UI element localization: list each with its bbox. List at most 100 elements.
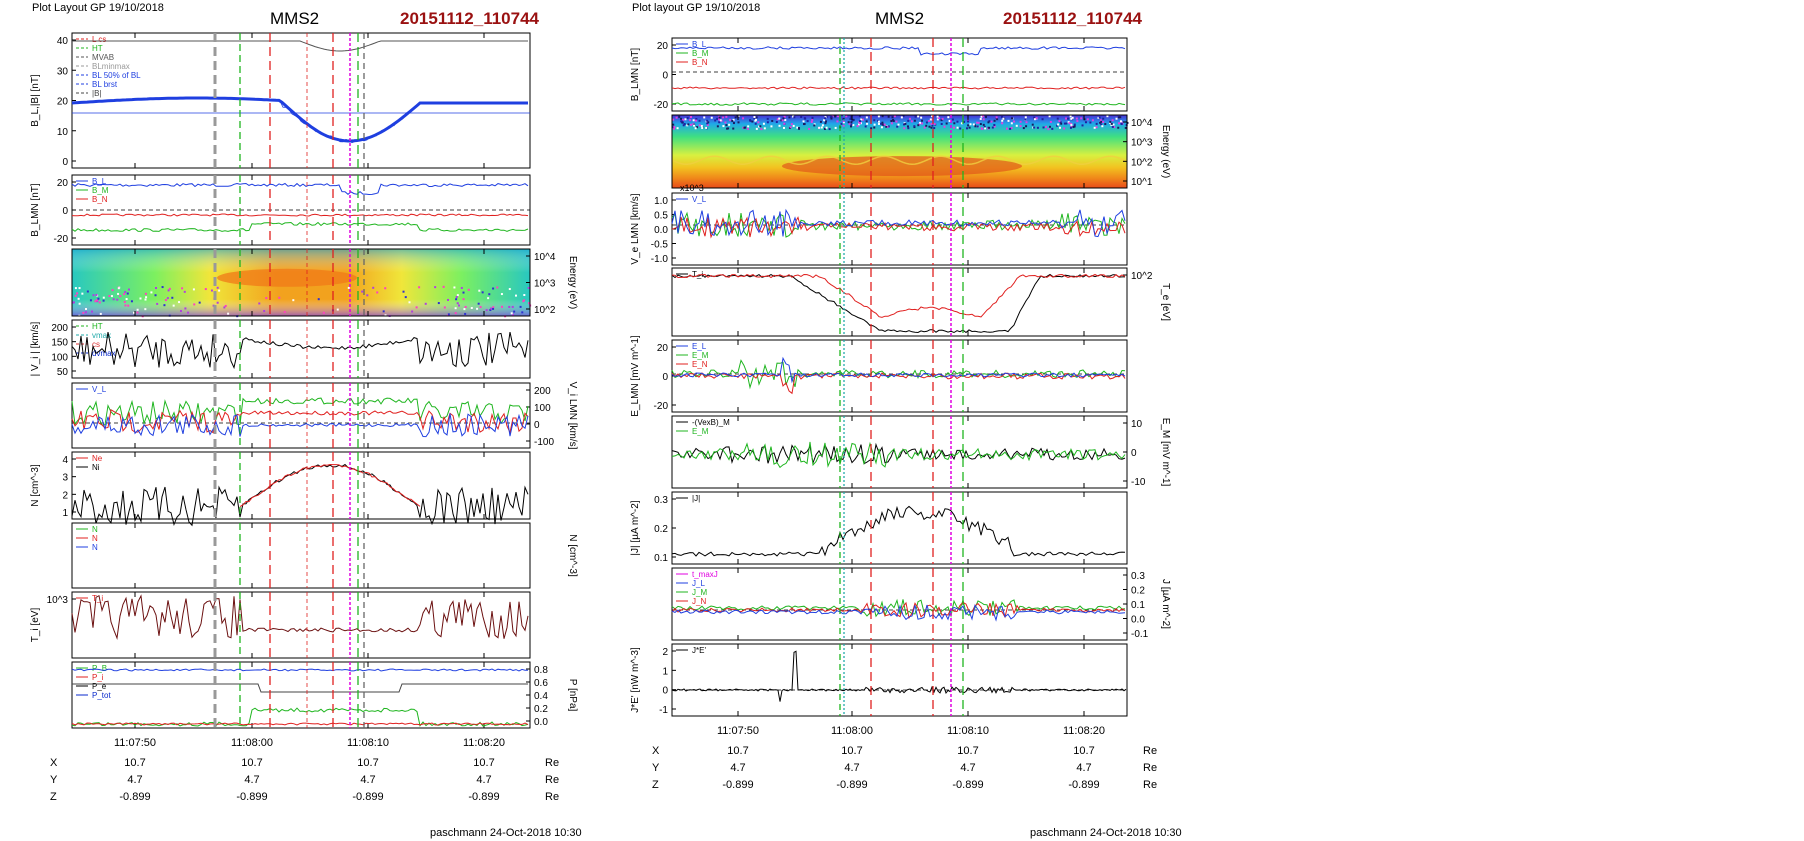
spectrogram-speckle xyxy=(102,299,105,302)
spectrogram-speckle xyxy=(1118,122,1121,125)
legend-label: J*E' xyxy=(692,646,706,655)
spectrogram-speckle xyxy=(881,115,884,118)
spectrogram-speckle xyxy=(865,120,868,123)
spectrogram-speckle xyxy=(1001,122,1004,125)
x-tick-label: 11:08:10 xyxy=(947,725,989,737)
spectrogram-speckle xyxy=(694,119,697,122)
spectrogram-speckle xyxy=(956,120,959,123)
y-tick-label: 0.3 xyxy=(1131,571,1145,582)
coord-value: 10.7 xyxy=(241,757,262,769)
trace-em2 xyxy=(671,441,1126,469)
y-tick-label: 10 xyxy=(57,127,69,138)
spectrogram-speckle xyxy=(454,307,457,310)
y-tick-label: 0 xyxy=(62,206,68,217)
spectrogram-speckle xyxy=(778,117,781,120)
coord-label-y: Y xyxy=(652,762,660,774)
spectrogram-speckle xyxy=(857,123,860,126)
spectrogram-speckle xyxy=(117,292,120,295)
legend-label: E_L xyxy=(692,342,707,351)
legend-label: BLminmax xyxy=(92,62,130,71)
spectrogram-speckle xyxy=(1104,123,1107,126)
y-axis-label: V_e LMN [km/s] xyxy=(630,193,641,264)
spectrogram-speckle xyxy=(683,123,686,126)
spacecraft-title: MMS2 xyxy=(875,9,924,28)
spectrogram-speckle xyxy=(753,116,756,119)
legend-label: J_M xyxy=(692,588,707,597)
spectrogram-speckle xyxy=(487,297,490,300)
legend-label: MVAB xyxy=(92,53,114,62)
y-tick-label: 50 xyxy=(57,367,69,378)
y-tick-label: 4 xyxy=(62,455,68,466)
spectrogram-speckle xyxy=(825,126,828,129)
y-tick-label: 1.0 xyxy=(654,196,668,207)
spectrogram-speckle xyxy=(1025,121,1028,124)
coord-value: 10.7 xyxy=(841,745,862,757)
spectrogram-speckle xyxy=(1069,126,1072,129)
spectrogram-speckle xyxy=(500,305,503,308)
spectrogram-speckle xyxy=(384,287,387,290)
spectrogram-speckle xyxy=(477,302,480,305)
spectrogram-speckle xyxy=(456,294,459,297)
spectrogram-speckle xyxy=(902,115,905,118)
spectrogram-speckle xyxy=(980,115,983,118)
spectrogram-speckle xyxy=(686,117,689,120)
spectrogram-speckle xyxy=(204,288,207,291)
y-axis-label: T_i [eV] xyxy=(30,608,41,643)
spectrogram-speckle xyxy=(917,115,920,118)
spectrogram-speckle xyxy=(336,308,339,311)
spectrogram-speckle xyxy=(892,119,895,122)
coord-unit: Re xyxy=(545,757,559,769)
spectrogram-speckle xyxy=(823,119,826,122)
spectrogram-speckle xyxy=(728,123,731,126)
panel-frame xyxy=(71,451,531,520)
spectrogram-speckle xyxy=(92,294,95,297)
spectrogram-speckle xyxy=(689,119,692,122)
spectrogram-speckle xyxy=(672,127,675,130)
panel-frame xyxy=(71,382,531,449)
scale-label: x10^3 xyxy=(680,183,704,193)
spectrogram-speckle xyxy=(1056,124,1059,127)
y-tick-label: 0.3 xyxy=(654,495,668,506)
spectrogram-speckle xyxy=(462,298,465,301)
spectrogram-speckle xyxy=(913,125,916,128)
legend-label: B_N xyxy=(92,195,108,204)
spectrogram-speckle xyxy=(890,120,893,123)
trace-bm xyxy=(671,102,1126,106)
spectrogram-speckle xyxy=(527,286,530,289)
y-tick-label: 20 xyxy=(57,97,69,108)
spectrogram-speckle xyxy=(782,126,785,129)
spectrogram-speckle xyxy=(511,305,514,308)
spectrogram-speckle xyxy=(725,124,728,127)
coord-value: -0.899 xyxy=(722,779,753,791)
y-axis-label: P [nPa] xyxy=(567,679,578,712)
coord-value: -0.899 xyxy=(952,779,983,791)
spectrogram-speckle xyxy=(751,120,754,123)
panel-frame xyxy=(671,643,1128,717)
y-tick-label: 0 xyxy=(662,372,668,383)
spectrogram-speckle xyxy=(317,298,320,301)
spectrogram-speckle xyxy=(124,291,127,294)
spectrogram-speckle xyxy=(780,119,783,122)
spectrogram-speckle xyxy=(490,307,493,310)
legend-label: N xyxy=(92,525,98,534)
spectrogram-speckle xyxy=(906,125,909,128)
spectrogram-speckle xyxy=(1010,122,1013,125)
spectrogram-speckle xyxy=(920,119,923,122)
coord-label-x: X xyxy=(50,757,58,769)
panel-3: 1.0 0.5 0.0 -0.5 -1.0 V_e LMN [km/s] V_L x10^3 xyxy=(630,183,1128,266)
spectrogram-speckle xyxy=(418,286,421,289)
panel-7: N [cm^-3] NNN xyxy=(71,522,578,589)
spectrogram-speckle xyxy=(903,127,906,130)
legend-label: B_M xyxy=(92,186,109,195)
y-tick-label: -20 xyxy=(54,234,69,245)
spectrogram-speckle xyxy=(718,121,721,124)
spectrogram-speckle xyxy=(1000,115,1003,118)
legend-label: E_M xyxy=(692,351,709,360)
trace-el xyxy=(671,356,1126,384)
spectrogram-speckle xyxy=(883,123,886,126)
panel-frame xyxy=(71,319,531,379)
spectrogram-speckle xyxy=(766,121,769,124)
legend-label: vmax xyxy=(92,331,111,340)
legend-label: B_N xyxy=(692,58,708,67)
